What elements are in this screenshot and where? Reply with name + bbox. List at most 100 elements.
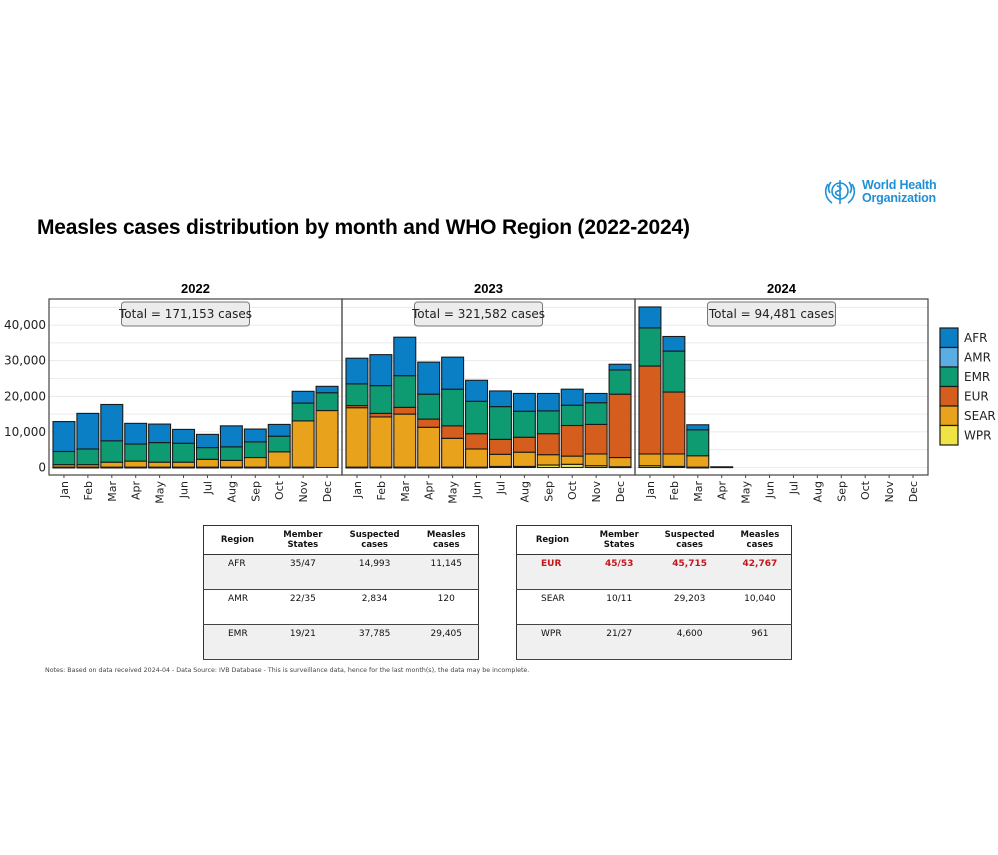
- bar-segment-afr: [369, 354, 393, 387]
- bar-segment-afr: [560, 388, 584, 406]
- bar-segment-afr: [124, 422, 148, 445]
- bar-segment-sear: [195, 458, 219, 468]
- legend-swatch-amr: [939, 346, 959, 368]
- bar-segment-sear: [686, 455, 710, 468]
- x-tick-label: Sep: [249, 481, 262, 502]
- bar-segment-sear: [369, 416, 393, 468]
- bar-segment-sear: [393, 413, 417, 468]
- bar-segment-eur: [536, 433, 560, 456]
- bar-segment-sear: [243, 456, 267, 468]
- bar-segment-sear: [172, 461, 196, 468]
- who-logo: World Health Organization: [822, 176, 937, 208]
- bar-segment-sear: [536, 454, 560, 466]
- cell-measles-cases: 29,405: [414, 624, 479, 660]
- cell-region: EMR: [203, 624, 271, 660]
- legend-label-sear: SEAR: [964, 409, 996, 423]
- bar-segment-emr: [267, 435, 291, 453]
- header-member-states: Member States: [587, 525, 651, 555]
- bar-segment-emr: [512, 410, 536, 438]
- bar-segment-afr: [315, 385, 339, 394]
- x-tick-label: Nov: [297, 481, 310, 503]
- header-member-states: Member States: [271, 525, 335, 555]
- header-measles-cases: Measles cases: [414, 525, 479, 555]
- table-row-wpr: WPR 21/27 4,600 961: [516, 624, 792, 660]
- bar-segment-afr: [291, 390, 315, 404]
- cell-member-states: 21/27: [587, 624, 651, 660]
- bar-segment-eur: [441, 425, 465, 439]
- legend-swatch-sear: [939, 405, 959, 427]
- x-tick-label: Dec: [614, 481, 627, 502]
- y-tick-label: 30,000: [4, 354, 46, 368]
- bar-segment-emr: [52, 450, 76, 466]
- bar-segment-afr: [52, 421, 76, 453]
- total-label-box: [414, 301, 543, 327]
- table-row-emr: EMR 19/21 37,785 29,405: [203, 624, 479, 660]
- legend-label-amr: AMR: [964, 351, 991, 365]
- x-tick-label: Jun: [764, 481, 777, 499]
- bar-segment-sear: [465, 448, 489, 468]
- x-tick-label: Jul: [787, 481, 800, 495]
- bar-segment-emr: [345, 383, 369, 407]
- y-tick-label: 10,000: [4, 425, 46, 439]
- bar-segment-sear: [417, 426, 441, 468]
- bar-segment-eur: [512, 436, 536, 453]
- cell-measles-cases: 11,145: [414, 554, 479, 590]
- cell-region: WPR: [516, 624, 588, 660]
- cell-member-states: 10/11: [587, 589, 651, 625]
- bar-segment-eur: [465, 433, 489, 450]
- bar-segment-afr: [441, 356, 465, 390]
- x-tick-label: Apr: [130, 481, 143, 501]
- x-tick-label: Jan: [351, 481, 364, 499]
- bar-segment-sear: [560, 455, 584, 465]
- bar-segment-emr: [100, 440, 124, 463]
- x-tick-label: Sep: [835, 481, 848, 502]
- bar-segment-afr: [417, 361, 441, 395]
- bar-segment-afr: [393, 336, 417, 377]
- bar-segment-sear: [219, 459, 243, 468]
- cell-measles-cases: 120: [414, 589, 479, 625]
- bar-segment-sear: [100, 461, 124, 468]
- x-tick-label: Dec: [321, 481, 334, 502]
- cell-measles-cases: 10,040: [728, 589, 792, 625]
- x-tick-label: May: [447, 481, 460, 504]
- legend-swatch-emr: [939, 366, 959, 388]
- bar-segment-emr: [195, 447, 219, 460]
- legend-swatch-afr: [939, 327, 959, 349]
- cell-member-states: 35/47: [271, 554, 335, 590]
- region-table-2: Region Member States Suspected cases Measles c…: [516, 525, 792, 660]
- x-tick-label: Aug: [811, 481, 824, 502]
- total-label: Total = 171,153 cases: [118, 307, 252, 321]
- legend-label-wpr: WPR: [964, 429, 991, 443]
- bar-segment-emr: [243, 441, 267, 459]
- cell-region: AFR: [203, 554, 271, 590]
- bar-segment-afr: [638, 306, 662, 329]
- x-tick-label: Jul: [494, 481, 507, 495]
- bar-segment-afr: [512, 392, 536, 412]
- bar-segment-emr: [488, 406, 512, 440]
- bar-segment-afr: [100, 403, 124, 442]
- cell-suspected-cases: 37,785: [334, 624, 415, 660]
- bar-segment-eur: [393, 406, 417, 415]
- bar-segment-sear: [512, 451, 536, 467]
- x-tick-label: Feb: [668, 481, 681, 500]
- bar-segment-emr: [219, 446, 243, 461]
- table-header-row: Region Member States Suspected cases Measles c…: [516, 525, 792, 555]
- notes-text: Notes: Based on data received 2024-04 - …: [45, 667, 530, 674]
- bar-segment-emr: [393, 375, 417, 408]
- bar-segment-afr: [76, 412, 100, 450]
- bar-segment-afr: [267, 423, 291, 437]
- bar-segment-eur: [584, 423, 608, 455]
- bar-segment-emr: [465, 400, 489, 435]
- bar-segment-sear: [638, 453, 662, 467]
- cell-measles-cases: 42,767: [728, 554, 792, 590]
- x-tick-label: Oct: [273, 480, 286, 500]
- bar-segment-afr: [195, 433, 219, 449]
- bar-segment-afr: [536, 392, 560, 412]
- x-tick-label: Nov: [590, 481, 603, 503]
- bar-segment-emr: [441, 388, 465, 427]
- bar-segment-emr: [686, 429, 710, 457]
- bar-segment-emr: [536, 410, 560, 435]
- logo-line-1: World Health: [862, 178, 937, 192]
- bar-segment-eur: [608, 393, 632, 459]
- bar-segment-emr: [638, 327, 662, 367]
